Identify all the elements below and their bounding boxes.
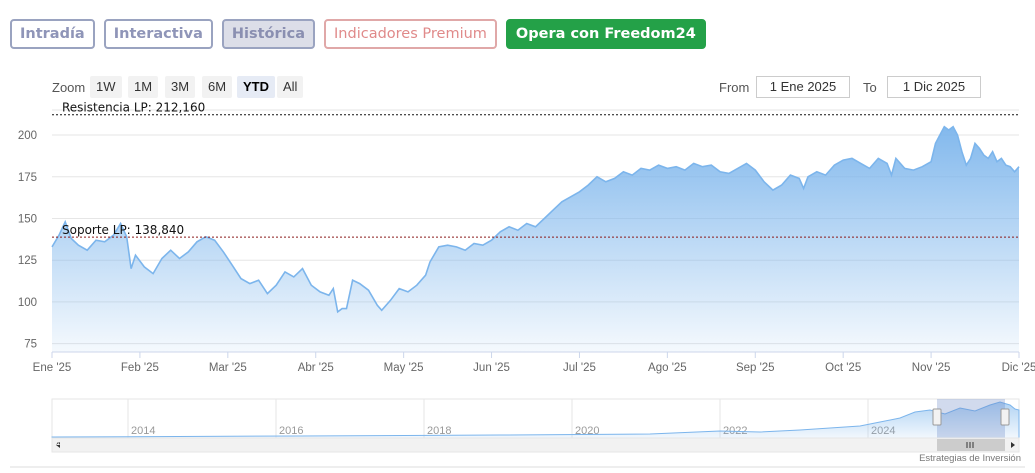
tab-indicadores-premium[interactable]: Indicadores Premium bbox=[324, 19, 497, 49]
zoom-ytd-button[interactable]: YTD bbox=[237, 76, 275, 98]
zoom-all-button[interactable]: All bbox=[277, 76, 304, 98]
tab-historica[interactable]: Histórica bbox=[221, 19, 316, 49]
tab-bar: Intradía Interactiva Histórica Indicador… bbox=[10, 19, 706, 49]
scroll-right-arrow-icon[interactable] bbox=[1011, 442, 1015, 448]
range-selector: Zoom 1W 1M 3M 6M YTD All From 1 Ene 2025… bbox=[52, 76, 983, 100]
x-tick-label: Dic '25 bbox=[1002, 362, 1035, 374]
navigator-tick-label: 2018 bbox=[427, 425, 451, 437]
tab-intradia[interactable]: Intradía bbox=[10, 19, 95, 49]
y-tick-label: 125 bbox=[18, 255, 37, 267]
y-tick-label: 100 bbox=[18, 297, 37, 309]
to-label: To bbox=[863, 80, 877, 95]
x-tick-label: Nov '25 bbox=[912, 362, 951, 374]
zoom-label: Zoom bbox=[52, 80, 86, 95]
zoom-1m-button[interactable]: 1M bbox=[128, 76, 159, 98]
scroll-left-arrow-icon[interactable] bbox=[56, 442, 60, 448]
from-date-input[interactable]: 1 Ene 2025 bbox=[756, 76, 850, 98]
x-tick-label: Ene '25 bbox=[33, 362, 72, 374]
x-tick-label: Feb '25 bbox=[121, 362, 159, 374]
y-tick-label: 150 bbox=[18, 213, 37, 225]
tab-interactiva[interactable]: Interactiva bbox=[103, 19, 213, 49]
from-label: From bbox=[719, 80, 750, 95]
navigator-tick-label: 2014 bbox=[131, 425, 155, 437]
zoom-3m-button[interactable]: 3M bbox=[165, 76, 196, 98]
x-tick-label: Jul '25 bbox=[563, 362, 596, 374]
zoom-1w-button[interactable]: 1W bbox=[90, 76, 122, 98]
price-area bbox=[52, 126, 1019, 352]
price-line[interactable] bbox=[51, 125, 1020, 314]
x-tick-label: Jun '25 bbox=[473, 362, 510, 374]
x-tick-label: May '25 bbox=[384, 362, 424, 374]
resistance-label: Resistencia LP: 212,160 bbox=[62, 101, 205, 115]
credit-text: Estrategias de Inversión bbox=[919, 453, 1021, 464]
x-tick-label: Mar '25 bbox=[209, 362, 247, 374]
navigator-tick-label: 2016 bbox=[279, 425, 303, 437]
scrollbar-track[interactable] bbox=[51, 437, 1020, 453]
x-tick-label: Abr '25 bbox=[298, 362, 334, 374]
to-date-input[interactable]: 1 Dic 2025 bbox=[887, 76, 981, 98]
navigator-handle-left[interactable] bbox=[932, 408, 942, 426]
zoom-6m-button[interactable]: 6M bbox=[202, 76, 233, 98]
x-tick-label: Ago '25 bbox=[648, 362, 687, 374]
y-tick-label: 75 bbox=[24, 339, 37, 351]
navigator-window[interactable] bbox=[937, 399, 1005, 438]
x-tick-label: Sep '25 bbox=[736, 362, 775, 374]
y-tick-label: 200 bbox=[18, 130, 37, 142]
scroll-grip-icon bbox=[966, 442, 974, 448]
navigator-series bbox=[51, 401, 1020, 439]
scrollbar-thumb[interactable] bbox=[937, 439, 1005, 451]
opera-freedom24-button[interactable]: Opera con Freedom24 bbox=[505, 19, 706, 49]
y-tick-label: 175 bbox=[18, 172, 37, 184]
navigator-handle-right[interactable] bbox=[1000, 408, 1010, 426]
support-label: Soporte LP: 138,840 bbox=[62, 223, 184, 237]
x-tick-label: Oct '25 bbox=[825, 362, 861, 374]
